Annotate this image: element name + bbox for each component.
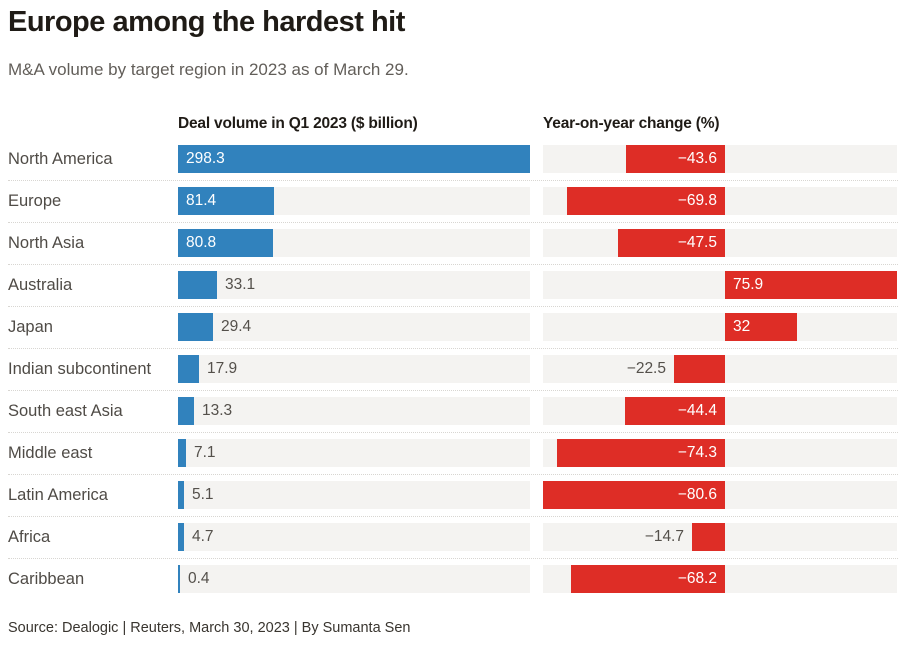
yoy-change-bar bbox=[626, 145, 725, 173]
deal-volume-bar bbox=[178, 187, 274, 215]
row-separator bbox=[8, 264, 898, 265]
column-header-yoy-change: Year-on-year change (%) bbox=[543, 115, 720, 132]
yoy-change-bar bbox=[725, 313, 797, 341]
deal-volume-value: 0.4 bbox=[188, 570, 210, 587]
region-label: Australia bbox=[8, 276, 73, 294]
deal-volume-bar bbox=[178, 565, 180, 593]
deal-volume-bar bbox=[178, 145, 530, 173]
deal-volume-value: 29.4 bbox=[221, 318, 252, 335]
chart-title: Europe among the hardest hit bbox=[8, 6, 405, 38]
deal-volume-track: 7.1 bbox=[178, 439, 530, 467]
region-label: Europe bbox=[8, 192, 62, 210]
deal-volume-track: 4.7 bbox=[178, 523, 530, 551]
deal-volume-bar bbox=[178, 481, 184, 509]
chart-subtitle: M&A volume by target region in 2023 as o… bbox=[8, 60, 409, 79]
deal-volume-track: 298.3 bbox=[178, 145, 530, 173]
yoy-change-track: 32 bbox=[543, 313, 897, 341]
yoy-change-track: −44.4 bbox=[543, 397, 897, 425]
deal-volume-track: 33.1 bbox=[178, 271, 530, 299]
yoy-change-track: −69.8 bbox=[543, 187, 897, 215]
deal-volume-track: 17.9 bbox=[178, 355, 530, 383]
yoy-change-track: −68.2 bbox=[543, 565, 897, 593]
yoy-change-track: −14.7 bbox=[543, 523, 897, 551]
source-line: Source: Dealogic | Reuters, March 30, 20… bbox=[8, 620, 411, 636]
yoy-change-track: −74.3 bbox=[543, 439, 897, 467]
yoy-change-value: −69.8 bbox=[677, 192, 717, 209]
yoy-change-value: −68.2 bbox=[677, 570, 717, 587]
yoy-change-value: −14.7 bbox=[644, 528, 684, 545]
deal-volume-value: 13.3 bbox=[202, 402, 233, 419]
row-separator bbox=[8, 348, 898, 349]
row-separator bbox=[8, 180, 898, 181]
deal-volume-value: 33.1 bbox=[225, 276, 256, 293]
deal-volume-value: 5.1 bbox=[192, 486, 214, 503]
row-separator bbox=[8, 432, 898, 433]
row-separator bbox=[8, 516, 898, 517]
deal-volume-track: 29.4 bbox=[178, 313, 530, 341]
yoy-change-value: 75.9 bbox=[733, 276, 764, 293]
region-label: Caribbean bbox=[8, 570, 85, 588]
row-separator bbox=[8, 390, 898, 391]
deal-volume-bar bbox=[178, 397, 194, 425]
yoy-change-bar bbox=[571, 565, 725, 593]
deal-volume-value: 80.8 bbox=[186, 234, 217, 251]
yoy-change-track: 75.9 bbox=[543, 271, 897, 299]
yoy-change-bar bbox=[674, 355, 725, 383]
deal-volume-track: 81.4 bbox=[178, 187, 530, 215]
deal-volume-value: 4.7 bbox=[192, 528, 214, 545]
deal-volume-bar bbox=[178, 355, 199, 383]
deal-volume-track: 80.8 bbox=[178, 229, 530, 257]
yoy-change-value: −47.5 bbox=[677, 234, 717, 251]
deal-volume-bar bbox=[178, 523, 184, 551]
deal-volume-bar bbox=[178, 439, 186, 467]
yoy-change-bar bbox=[625, 397, 725, 425]
yoy-change-value: −44.4 bbox=[677, 402, 717, 419]
region-label: North Asia bbox=[8, 234, 85, 252]
yoy-change-bar bbox=[692, 523, 725, 551]
region-label: Africa bbox=[8, 528, 51, 546]
yoy-change-track: −43.6 bbox=[543, 145, 897, 173]
yoy-change-track: −47.5 bbox=[543, 229, 897, 257]
yoy-change-bar bbox=[567, 187, 725, 215]
row-separator bbox=[8, 306, 898, 307]
deal-volume-value: 7.1 bbox=[194, 444, 216, 461]
deal-volume-bar bbox=[178, 271, 217, 299]
deal-volume-bar bbox=[178, 229, 273, 257]
row-separator bbox=[8, 222, 898, 223]
yoy-change-value: −80.6 bbox=[677, 486, 717, 503]
yoy-change-value: −22.5 bbox=[626, 360, 666, 377]
deal-volume-track: 5.1 bbox=[178, 481, 530, 509]
deal-volume-track: 0.4 bbox=[178, 565, 530, 593]
yoy-change-bar bbox=[725, 271, 897, 299]
yoy-change-bar bbox=[557, 439, 725, 467]
row-separator bbox=[8, 474, 898, 475]
deal-volume-bar bbox=[178, 313, 213, 341]
yoy-change-track: −80.6 bbox=[543, 481, 897, 509]
region-label: Japan bbox=[8, 318, 53, 336]
yoy-change-track: −22.5 bbox=[543, 355, 897, 383]
region-label: Latin America bbox=[8, 486, 108, 504]
region-label: Middle east bbox=[8, 444, 93, 462]
yoy-change-value: −74.3 bbox=[677, 444, 717, 461]
region-label: North America bbox=[8, 150, 113, 168]
deal-volume-value: 298.3 bbox=[186, 150, 225, 167]
deal-volume-track: 13.3 bbox=[178, 397, 530, 425]
deal-volume-value: 17.9 bbox=[207, 360, 238, 377]
region-label: Indian subcontinent bbox=[8, 360, 152, 378]
yoy-change-bar bbox=[543, 481, 725, 509]
region-label: South east Asia bbox=[8, 402, 123, 420]
deal-volume-value: 81.4 bbox=[186, 192, 217, 209]
row-separator bbox=[8, 558, 898, 559]
yoy-change-bar bbox=[618, 229, 725, 257]
yoy-change-value: −43.6 bbox=[677, 150, 717, 167]
yoy-change-value: 32 bbox=[733, 318, 751, 335]
column-header-deal-volume: Deal volume in Q1 2023 ($ billion) bbox=[178, 115, 418, 132]
